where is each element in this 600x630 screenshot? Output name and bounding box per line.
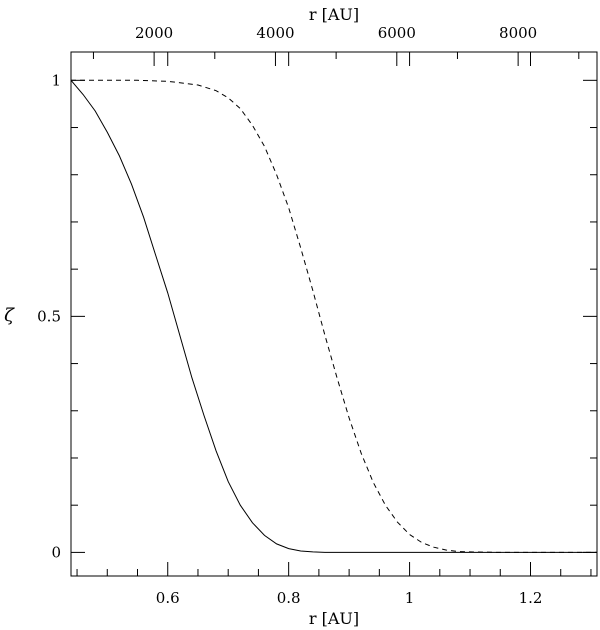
solid-series-line <box>70 79 597 553</box>
y-tick-label: 1 <box>51 71 61 89</box>
x-top-tick-label: 4000 <box>256 24 294 42</box>
bottom-x-axis-label: r [AU] <box>309 609 359 628</box>
y-axis-label: ζ <box>4 305 15 326</box>
labels: 0.6 0.8 1 1.2 2000 4000 6000 8000 0 0.5 1 <box>37 24 542 607</box>
plot-frame <box>70 51 598 577</box>
x-top-tick-label: 2000 <box>135 24 173 42</box>
x-tick-label: 1 <box>405 589 415 607</box>
x-tick-label: 1.2 <box>519 589 543 607</box>
top-x-axis-label: r [AU] <box>309 5 359 24</box>
x-tick-label: 0.8 <box>277 589 301 607</box>
x-top-tick-label: 6000 <box>378 24 416 42</box>
x-tick-label: 0.6 <box>156 589 180 607</box>
y-tick-label: 0.5 <box>37 307 61 325</box>
ticks <box>71 52 597 576</box>
y-tick-label: 0 <box>51 543 61 561</box>
x-top-tick-label: 8000 <box>499 24 537 42</box>
dashed-series-line <box>71 79 597 553</box>
series-group <box>70 79 597 553</box>
